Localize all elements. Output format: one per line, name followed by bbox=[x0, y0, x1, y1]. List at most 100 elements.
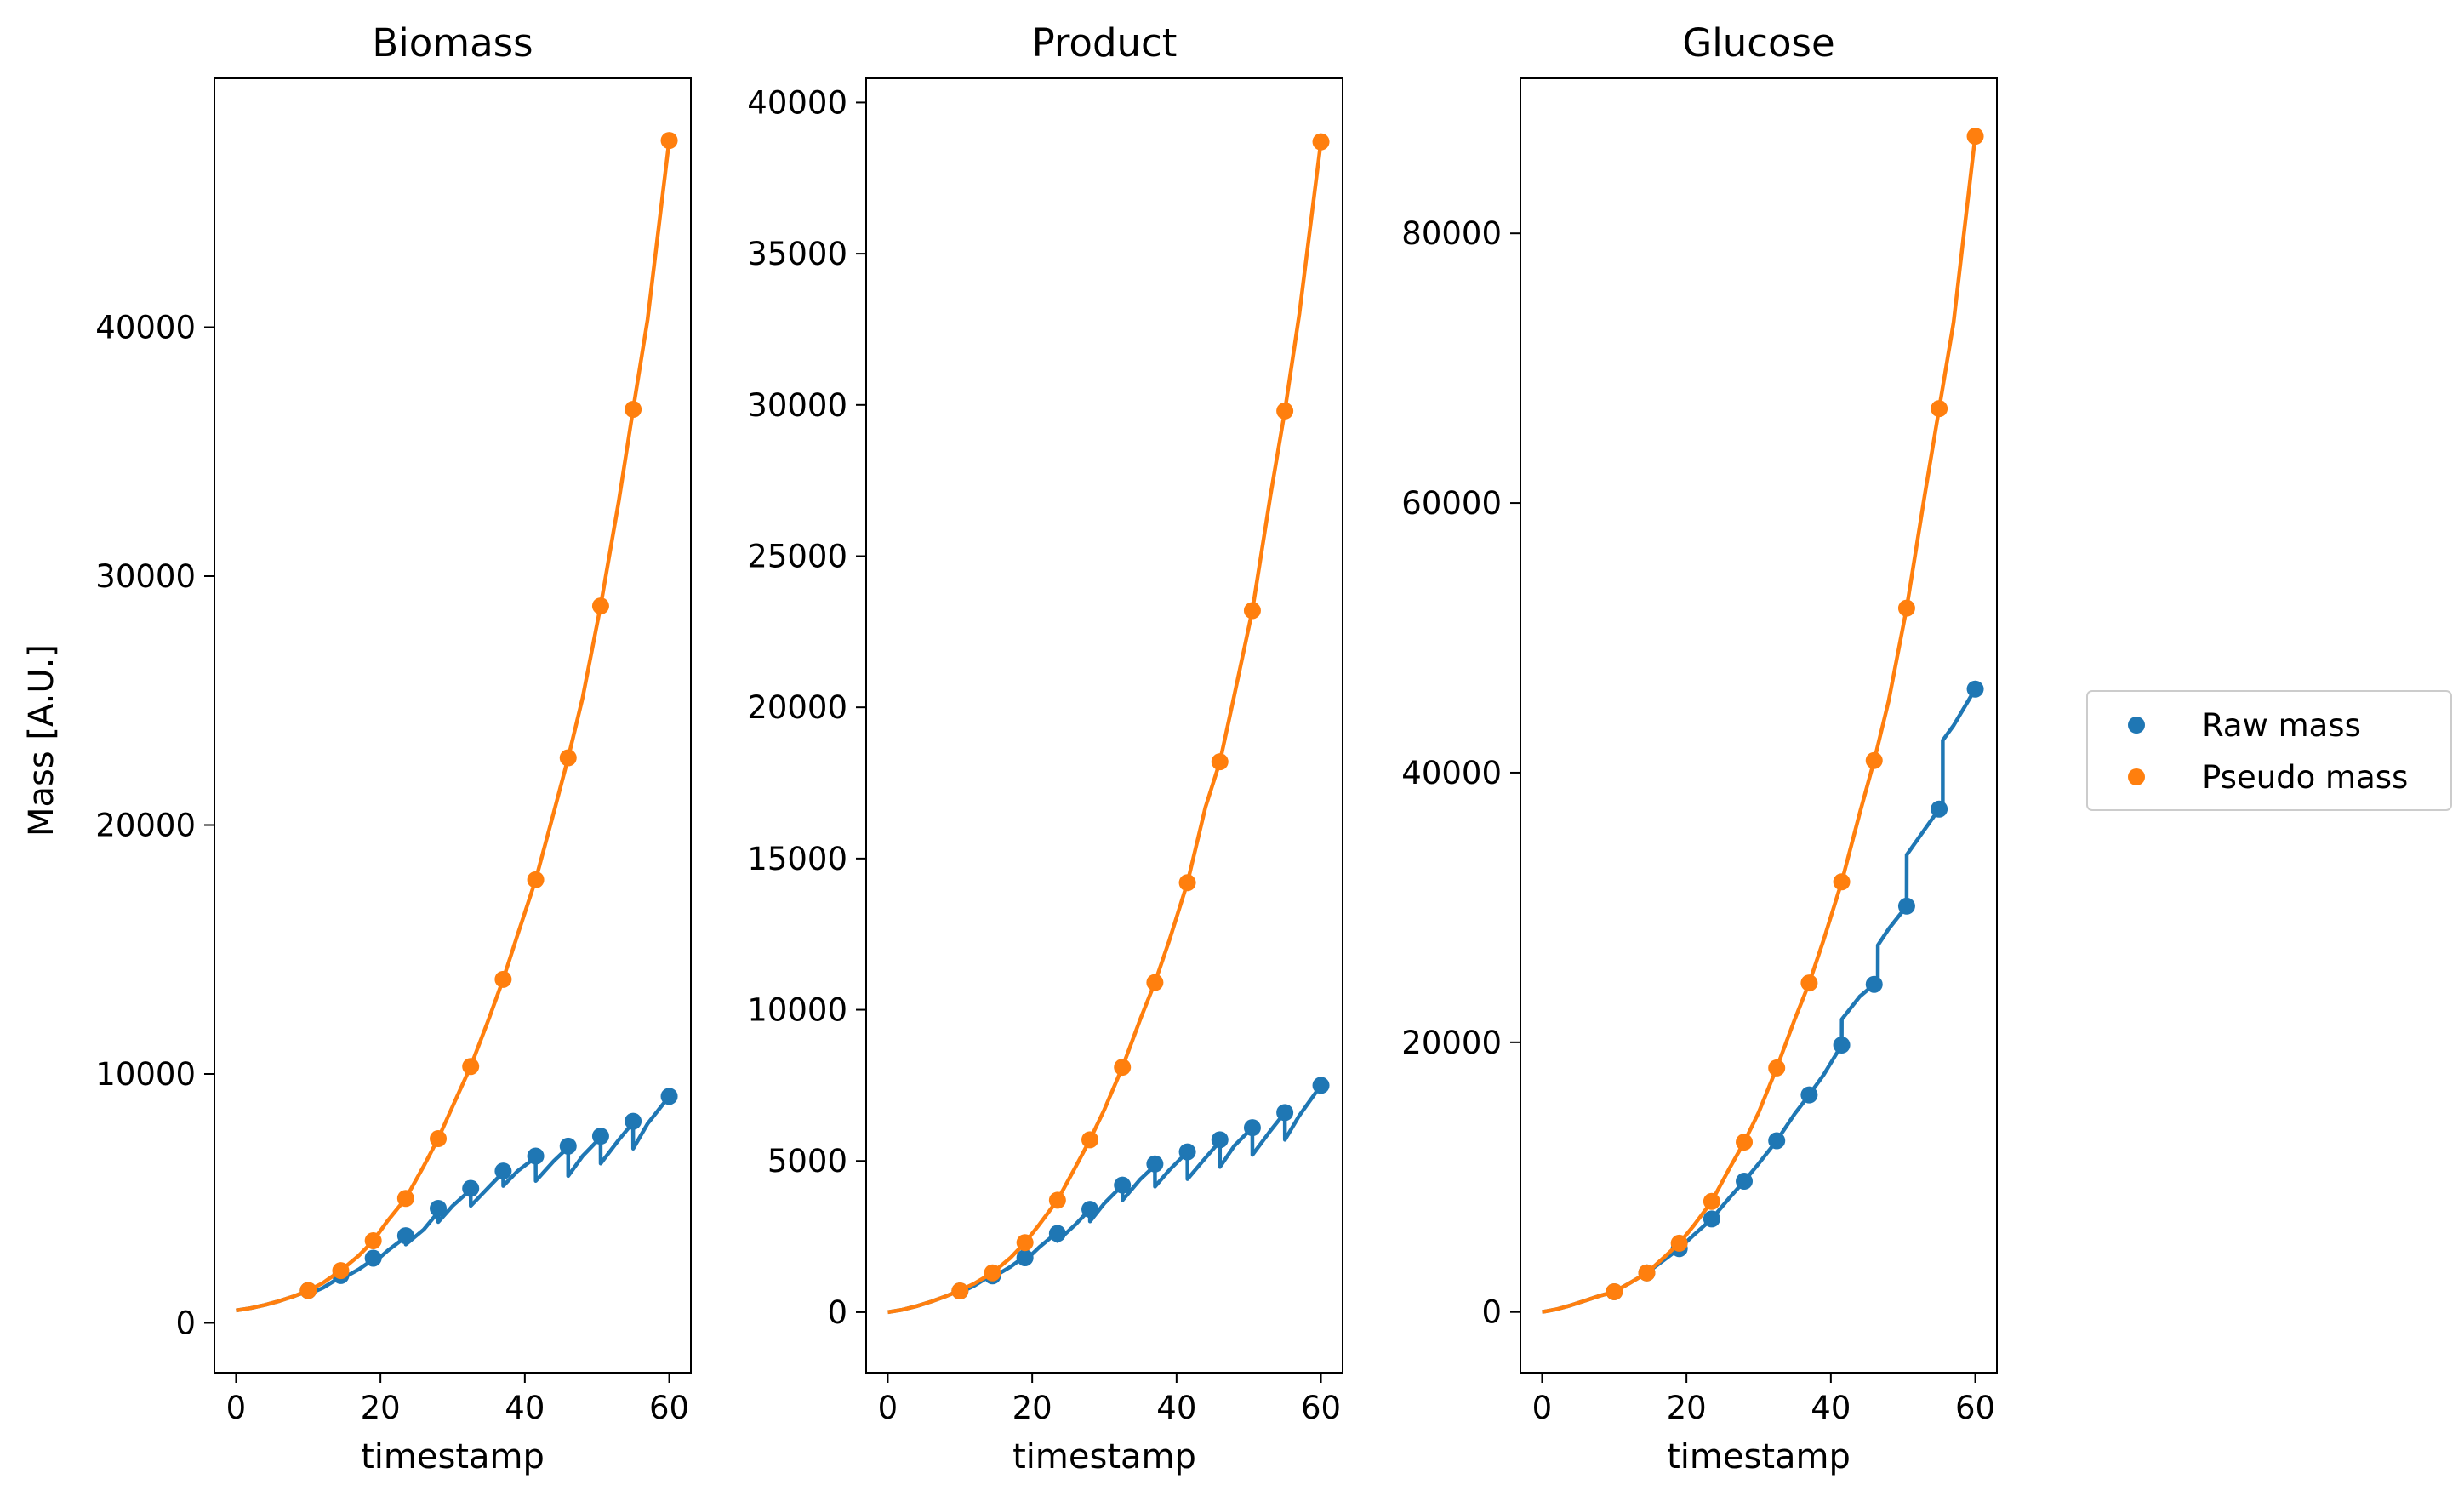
data-point-raw bbox=[1312, 1077, 1330, 1094]
data-point-pseudo bbox=[1833, 873, 1851, 891]
data-point-raw bbox=[625, 1112, 642, 1130]
x-tick-label: 20 bbox=[1667, 1390, 1707, 1426]
data-point-pseudo bbox=[984, 1264, 1001, 1282]
data-point-pseudo bbox=[1897, 599, 1915, 617]
data-point-pseudo bbox=[1670, 1234, 1688, 1252]
plot-area bbox=[236, 132, 678, 1313]
y-tick-label: 10000 bbox=[747, 992, 847, 1029]
x-tick-label: 60 bbox=[1301, 1390, 1341, 1426]
data-point-pseudo bbox=[1865, 751, 1883, 769]
data-point-raw bbox=[1703, 1210, 1720, 1228]
data-point-pseudo bbox=[494, 970, 512, 988]
y-tick-label: 10000 bbox=[95, 1056, 196, 1093]
data-point-pseudo bbox=[430, 1130, 448, 1148]
data-point-raw bbox=[1897, 897, 1915, 915]
data-point-raw bbox=[527, 1147, 545, 1165]
y-tick-label: 40000 bbox=[95, 310, 196, 346]
y-axis-label: Mass [A.U.] bbox=[22, 644, 61, 837]
x-axis-label: timestamp bbox=[1012, 1437, 1196, 1476]
series-line-pseudo bbox=[887, 141, 1323, 1315]
data-point-pseudo bbox=[1703, 1192, 1720, 1210]
data-point-raw bbox=[1114, 1176, 1132, 1194]
data-point-pseudo bbox=[1243, 602, 1261, 620]
plot-frame bbox=[214, 77, 692, 1374]
data-point-pseudo bbox=[332, 1262, 350, 1280]
x-axis-label: timestamp bbox=[1667, 1437, 1851, 1476]
y-tick-label: 60000 bbox=[1401, 485, 1502, 522]
y-tick-label: 40000 bbox=[1401, 755, 1502, 791]
data-point-pseudo bbox=[1146, 974, 1164, 991]
data-point-raw bbox=[1800, 1086, 1818, 1104]
data-point-pseudo bbox=[1768, 1059, 1786, 1077]
data-point-raw bbox=[1865, 975, 1883, 993]
panel-title: Glucose bbox=[1682, 20, 1834, 66]
legend-raw-marker bbox=[2128, 717, 2145, 734]
x-tick-label: 20 bbox=[361, 1390, 401, 1426]
x-tick-label: 0 bbox=[1532, 1390, 1553, 1426]
x-axis-label: timestamp bbox=[361, 1437, 545, 1476]
plot-area bbox=[1542, 128, 1984, 1314]
data-point-raw bbox=[1276, 1104, 1294, 1122]
data-point-raw bbox=[1146, 1155, 1164, 1173]
y-tick-label: 80000 bbox=[1401, 215, 1502, 252]
panel-product: Product 0 20 40 60 0 5000 10000 15000 20000 25000 3… bbox=[747, 20, 1343, 1476]
data-point-pseudo bbox=[1638, 1264, 1656, 1282]
data-point-raw bbox=[1081, 1201, 1099, 1219]
legend-pseudo-marker bbox=[2128, 768, 2145, 785]
data-point-raw bbox=[1833, 1036, 1851, 1054]
data-point-pseudo bbox=[1211, 753, 1229, 771]
data-point-pseudo bbox=[1966, 128, 1984, 146]
x-tick-label: 20 bbox=[1012, 1390, 1052, 1426]
x-tick-label: 40 bbox=[1811, 1390, 1851, 1426]
legend-raw-label: Raw mass bbox=[2202, 707, 2361, 744]
x-tick-label: 60 bbox=[1955, 1390, 1995, 1426]
panel-glucose: Glucose 0 20 40 60 0 20000 40000 60000 80000 times… bbox=[1401, 20, 1998, 1476]
y-tick-label: 35000 bbox=[747, 236, 847, 272]
y-tick-label: 5000 bbox=[767, 1143, 847, 1179]
data-point-raw bbox=[396, 1227, 414, 1245]
data-point-pseudo bbox=[951, 1282, 969, 1300]
data-point-pseudo bbox=[364, 1231, 382, 1249]
x-tick-label: 0 bbox=[878, 1390, 898, 1426]
y-tick-label: 30000 bbox=[747, 387, 847, 424]
data-point-raw bbox=[660, 1088, 678, 1105]
data-point-raw bbox=[364, 1249, 382, 1267]
data-point-raw bbox=[462, 1179, 480, 1197]
data-point-pseudo bbox=[1178, 874, 1196, 892]
data-point-raw bbox=[591, 1128, 609, 1145]
x-tick-label: 40 bbox=[505, 1390, 545, 1426]
x-tick-label: 40 bbox=[1156, 1390, 1196, 1426]
data-point-pseudo bbox=[591, 597, 609, 615]
series-line-raw bbox=[236, 1094, 671, 1313]
data-point-pseudo bbox=[299, 1282, 317, 1299]
y-tick-label: 0 bbox=[827, 1294, 847, 1331]
data-point-pseudo bbox=[1736, 1134, 1754, 1151]
x-tick-label: 0 bbox=[226, 1390, 247, 1426]
y-tick-label: 30000 bbox=[95, 558, 196, 595]
data-point-raw bbox=[494, 1162, 512, 1180]
panel-title: Biomass bbox=[372, 20, 533, 66]
y-tick-label: 15000 bbox=[747, 841, 847, 877]
data-point-raw bbox=[1736, 1173, 1754, 1191]
y-tick-label: 0 bbox=[175, 1305, 196, 1342]
data-point-pseudo bbox=[1048, 1191, 1066, 1209]
series-line-raw bbox=[1542, 688, 1977, 1314]
plot-frame bbox=[1520, 77, 1998, 1374]
data-point-pseudo bbox=[1931, 400, 1948, 418]
data-point-raw bbox=[1048, 1225, 1066, 1242]
data-point-pseudo bbox=[396, 1190, 414, 1208]
data-point-pseudo bbox=[1016, 1234, 1034, 1252]
data-point-pseudo bbox=[1312, 133, 1330, 151]
legend-pseudo-label: Pseudo mass bbox=[2202, 759, 2408, 796]
data-point-pseudo bbox=[462, 1058, 480, 1076]
panel-title: Product bbox=[1032, 20, 1178, 66]
y-tick-label: 40000 bbox=[747, 84, 847, 121]
series-line-raw bbox=[887, 1084, 1323, 1315]
x-tick-label: 60 bbox=[649, 1390, 689, 1426]
data-point-pseudo bbox=[625, 401, 642, 419]
data-point-pseudo bbox=[1276, 402, 1294, 420]
data-point-pseudo bbox=[660, 132, 678, 150]
data-point-pseudo bbox=[1081, 1131, 1099, 1149]
y-tick-label: 0 bbox=[1481, 1294, 1502, 1331]
